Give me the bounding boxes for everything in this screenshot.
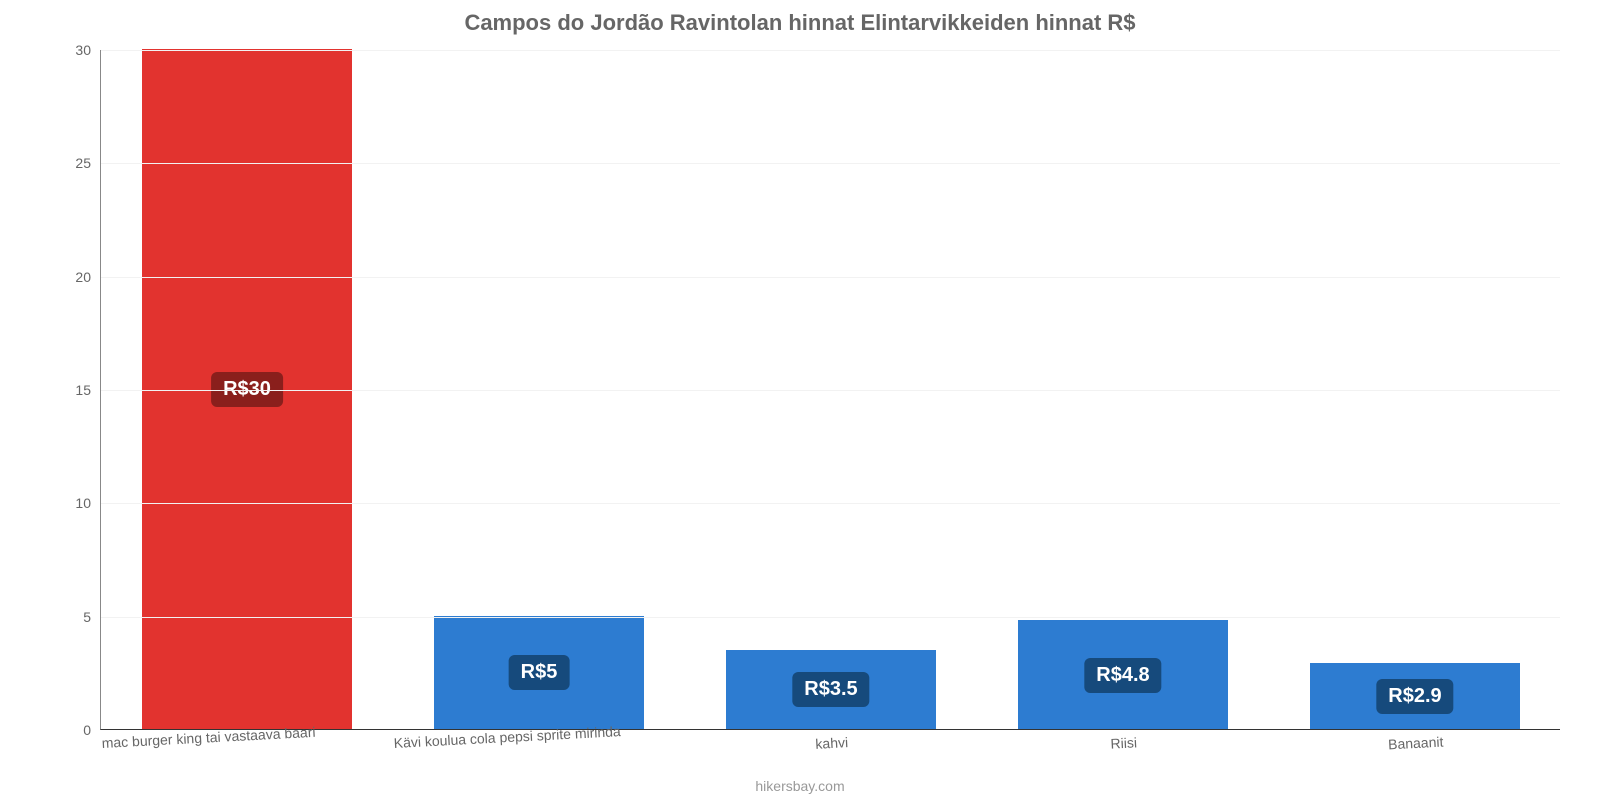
plot-area: R$30R$5R$3.5R$4.8R$2.9 051015202530mac b… [100, 50, 1560, 730]
price-bar-chart: Campos do Jordão Ravintolan hinnat Elint… [0, 0, 1600, 800]
bar-value-label: R$2.9 [1376, 679, 1453, 714]
bar: R$3.5 [726, 650, 936, 729]
x-category-label: Banaanit [1387, 728, 1443, 753]
bar: R$2.9 [1310, 663, 1520, 729]
gridline [101, 277, 1560, 278]
x-category-label: kahvi [815, 728, 849, 752]
y-tick-label: 25 [75, 155, 101, 171]
y-tick-label: 5 [83, 609, 101, 625]
gridline [101, 503, 1560, 504]
gridline [101, 163, 1560, 164]
gridline [101, 50, 1560, 51]
x-category-label: Riisi [1110, 728, 1138, 751]
y-tick-label: 15 [75, 382, 101, 398]
bar-value-label: R$3.5 [792, 672, 869, 707]
y-tick-label: 20 [75, 269, 101, 285]
bar-value-label: R$5 [509, 655, 570, 690]
bar: R$30 [142, 49, 352, 729]
attribution-text: hikersbay.com [0, 778, 1600, 794]
y-tick-label: 30 [75, 42, 101, 58]
bar: R$5 [434, 616, 644, 729]
gridline [101, 617, 1560, 618]
bar: R$4.8 [1018, 620, 1228, 729]
y-tick-label: 10 [75, 495, 101, 511]
y-tick-label: 0 [83, 722, 101, 738]
chart-title: Campos do Jordão Ravintolan hinnat Elint… [0, 10, 1600, 36]
gridline [101, 390, 1560, 391]
bar-value-label: R$4.8 [1084, 658, 1161, 693]
